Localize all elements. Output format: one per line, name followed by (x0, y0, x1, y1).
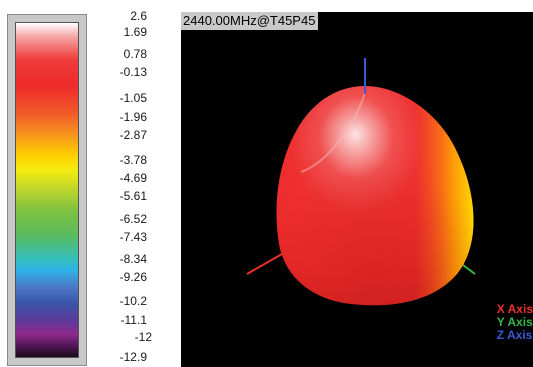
scale-label: -1.96 (119, 110, 147, 124)
scale-label: -3.78 (119, 153, 147, 167)
scale-label: 2.6 (130, 9, 147, 23)
frequency-title: 2440.00MHz@T45P45 (181, 12, 319, 30)
scale-label: -7.43 (119, 230, 147, 244)
scale-label: -0.13 (119, 65, 147, 79)
axis-legend: X Axis Y Axis Z Axis (497, 303, 533, 342)
scale-label: -8.34 (119, 252, 147, 266)
scale-label: -12.9 (119, 350, 147, 364)
radiation-pattern-3d (246, 58, 476, 306)
color-scale-bar (7, 14, 87, 366)
pattern-lobe-crease (300, 91, 366, 173)
scale-label: 1.69 (123, 25, 147, 39)
scale-label: -5.61 (119, 189, 147, 203)
scale-label: -4.69 (119, 171, 147, 185)
scale-label: -1.05 (119, 91, 147, 105)
pattern-lobe-shade (276, 86, 474, 306)
scale-label: -11.1 (120, 313, 147, 327)
x-axis-label: X Axis (496, 302, 533, 316)
scale-label: -12 (134, 330, 152, 344)
z-axis-label: Z Axis (496, 328, 533, 342)
color-scale-gradient (15, 22, 79, 358)
scale-label: -6.52 (119, 212, 147, 226)
scale-label: 0.78 (123, 47, 147, 61)
y-axis-label: Y Axis (496, 315, 533, 329)
radiation-pattern-viewport[interactable] (181, 12, 533, 367)
scale-label: -9.26 (119, 270, 147, 284)
scale-label: -2.87 (119, 128, 147, 142)
scale-label: -10.2 (119, 294, 147, 308)
